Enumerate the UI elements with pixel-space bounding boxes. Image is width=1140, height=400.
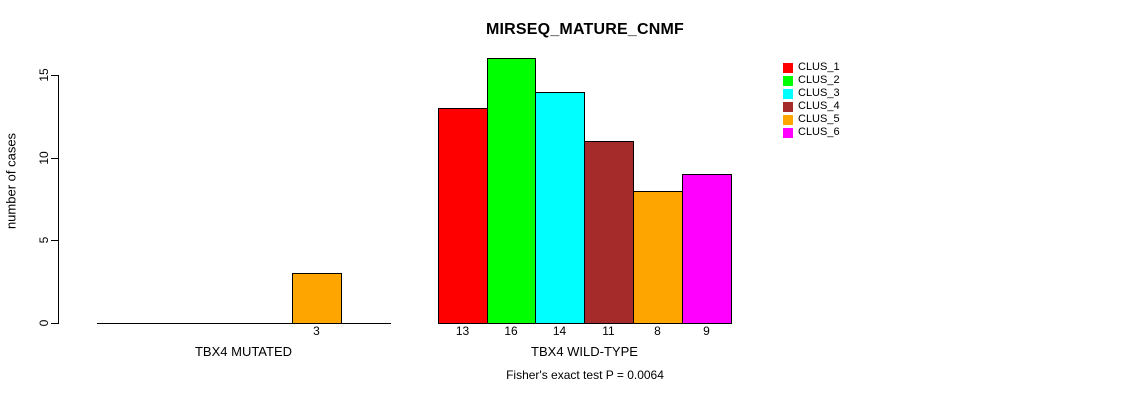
- bar-value-label: 11: [602, 324, 615, 338]
- legend-label: CLUS_5: [798, 113, 840, 125]
- y-tick: [51, 323, 58, 324]
- legend-label: CLUS_4: [798, 100, 840, 112]
- legend-row-CLUS_3: CLUS_3: [783, 87, 840, 100]
- bar-value-label: 8: [654, 324, 661, 338]
- bar-CLUS_4: [584, 141, 634, 324]
- legend-swatch-CLUS_1: [783, 62, 793, 73]
- y-tick: [51, 158, 58, 159]
- legend-label: CLUS_3: [798, 87, 840, 99]
- legend: CLUS_1 CLUS_2 CLUS_3 CLUS_4 CLUS_5 CLUS_6: [783, 61, 840, 139]
- group-label: TBX4 MUTATED: [194, 344, 293, 359]
- group-label: TBX4 WILD-TYPE: [531, 344, 638, 359]
- y-axis-line: [58, 75, 59, 324]
- legend-swatch-CLUS_2: [783, 75, 793, 86]
- bar-CLUS_5: [292, 273, 342, 324]
- legend-row-CLUS_1: CLUS_1: [783, 61, 840, 74]
- y-tick-label: 5: [37, 236, 51, 244]
- bar-value-label: 13: [455, 324, 470, 338]
- legend-row-CLUS_5: CLUS_5: [783, 113, 840, 126]
- y-tick-label: 15: [37, 68, 51, 82]
- bar-CLUS_2: [487, 58, 536, 324]
- legend-swatch-CLUS_5: [783, 114, 793, 125]
- y-tick: [51, 240, 58, 241]
- bar-value-label: 14: [552, 324, 567, 338]
- legend-row-CLUS_2: CLUS_2: [783, 74, 840, 87]
- y-axis-label: number of cases: [3, 132, 19, 230]
- bar-value-label: 3: [313, 324, 320, 338]
- bar-value-label: 16: [504, 324, 518, 338]
- y-tick-label: 0: [37, 319, 51, 327]
- bar-value-label: 9: [703, 324, 710, 338]
- legend-swatch-CLUS_4: [783, 101, 793, 112]
- legend-swatch-CLUS_3: [783, 88, 793, 99]
- fisher-test-annotation: Fisher's exact test P = 0.0064: [506, 368, 664, 382]
- chart-title: MIRSEQ_MATURE_CNMF: [486, 21, 684, 38]
- legend-swatch-CLUS_6: [783, 127, 793, 138]
- bar-CLUS_1: [438, 108, 488, 324]
- bar-CLUS_5: [633, 191, 683, 324]
- legend-row-CLUS_6: CLUS_6: [783, 126, 840, 139]
- legend-label: CLUS_1: [798, 61, 840, 73]
- bar-CLUS_3: [535, 92, 585, 324]
- y-tick-label: 10: [37, 151, 51, 165]
- bar-CLUS_6: [682, 174, 732, 324]
- legend-row-CLUS_4: CLUS_4: [783, 100, 840, 113]
- group-baseline: [97, 323, 391, 324]
- legend-label: CLUS_6: [798, 126, 840, 138]
- legend-label: CLUS_2: [798, 74, 840, 86]
- y-tick: [51, 75, 58, 76]
